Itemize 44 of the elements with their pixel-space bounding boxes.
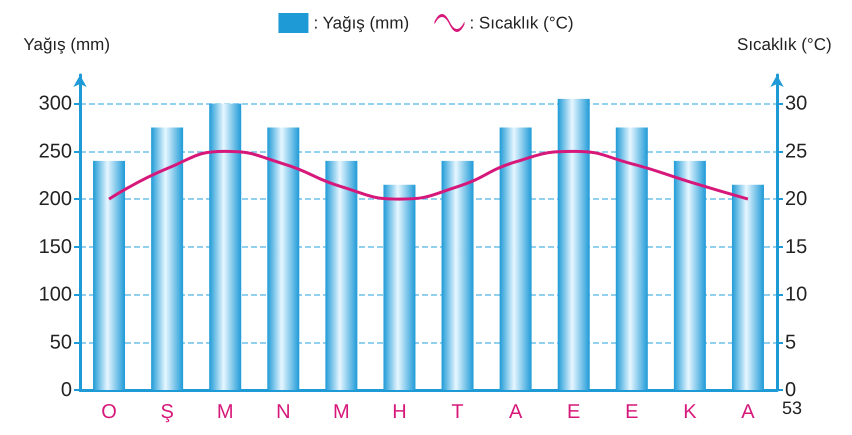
- bar: [325, 160, 358, 390]
- y2-tick-label: 10: [785, 284, 808, 306]
- y-tick-label: 300: [38, 92, 72, 115]
- bar: [558, 98, 590, 390]
- bar: [383, 184, 416, 390]
- bar: [616, 128, 648, 390]
- y-tick-label: 0: [60, 379, 72, 401]
- x-tick-label: O: [101, 401, 117, 423]
- legend-label: : Yağış (mm): [313, 14, 410, 32]
- x-tick-label: A: [741, 401, 756, 423]
- x-tick-label: A: [508, 401, 523, 423]
- bar: [209, 104, 242, 390]
- legend-label: : Sıcaklık (°C): [469, 14, 574, 32]
- x-tick-label: K: [683, 401, 698, 423]
- bar: [674, 160, 706, 390]
- bar: [267, 128, 300, 390]
- x-tick-label: E: [567, 401, 580, 423]
- x-tick-label: H: [392, 401, 407, 423]
- y2-tick-label: 0: [785, 379, 796, 401]
- text: 53: [782, 398, 802, 418]
- y-tick-label: 100: [38, 284, 72, 306]
- x-tick-label: N: [276, 401, 291, 423]
- y2-tick-label: 25: [785, 140, 808, 162]
- y-axis-title: Yağış (mm): [23, 35, 110, 54]
- bar: [442, 160, 474, 390]
- y-tick-label: 200: [38, 188, 72, 210]
- y-tick-label: 150: [38, 236, 72, 258]
- bar: [500, 128, 532, 390]
- y-tick-label: 50: [50, 331, 72, 354]
- x-tick-label: M: [216, 401, 234, 423]
- y2-tick-label: 15: [785, 236, 808, 258]
- x-tick-label: T: [451, 401, 464, 423]
- y-tick-label: 250: [38, 140, 72, 162]
- y2-axis-title: Sıcaklık (°C): [737, 35, 832, 54]
- y2-tick-label: 5: [785, 331, 796, 354]
- line-series: [108, 150, 750, 201]
- y2-tick-label: 30: [785, 92, 808, 115]
- bar: [93, 160, 126, 390]
- bar: [151, 128, 184, 390]
- y2-tick-label: 20: [785, 188, 808, 210]
- x-tick-label: M: [333, 401, 350, 423]
- x-tick-label: Ş: [160, 401, 174, 423]
- x-tick-label: E: [625, 401, 638, 423]
- bar: [732, 184, 764, 390]
